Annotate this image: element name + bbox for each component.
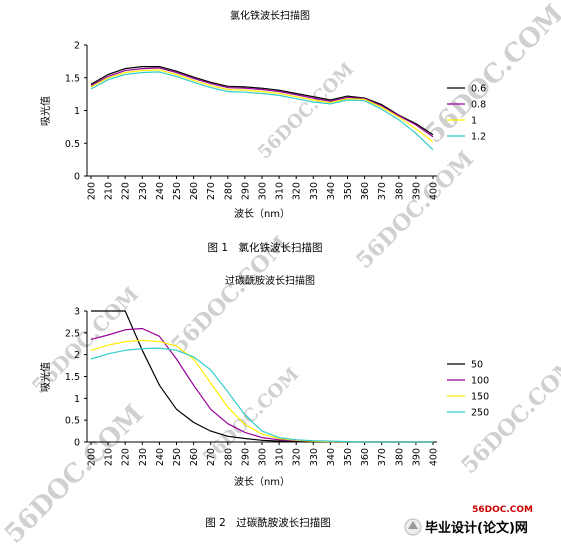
c1-x-tick-label: 220: [121, 182, 132, 200]
chart1-x-label: 波长（nm）: [234, 207, 290, 220]
chart2-legend: 50 100 150 250: [447, 360, 489, 419]
brand-logo-icon: [404, 518, 422, 536]
chart1-title: 氯化铁波长扫描图: [230, 9, 310, 22]
c1-x-tick-label: 210: [104, 182, 115, 200]
c2-x-tick-label: 350: [343, 448, 354, 466]
chart2-caption: 图 2 过碳酰胺波长扫描图: [205, 516, 331, 529]
c1-x-tick-label: 230: [138, 182, 149, 200]
c2-x-tick-label: 320: [292, 448, 303, 466]
c2-x-tick-label: 290: [240, 448, 251, 466]
c1-x-tick-label: 260: [189, 182, 200, 200]
c2-x-tick-label: 210: [104, 448, 115, 466]
chart2-y-ticks: 0 0.5 1 1.5 2 2.5 3: [65, 307, 87, 449]
c2-x-tick-label: 300: [258, 448, 269, 466]
c1-x-tick-label: 270: [206, 182, 217, 200]
c2-x-tick-label: 390: [411, 448, 422, 466]
c2-x-tick-label: 230: [138, 448, 149, 466]
chart2-y-label: 吸光值: [39, 362, 52, 392]
watermark-text: 56DOC.COM: [351, 146, 479, 274]
chart1-y-label: 吸光值: [39, 96, 52, 126]
c2-legend-label: 100: [471, 376, 489, 387]
c1-x-tick-label: 330: [309, 182, 320, 200]
chart1-x-ticks: 200 210 220 230 240 250 260 270 280 290 300 310 320 3…: [87, 176, 440, 200]
brand-name-text: 毕业设计(论文)网: [425, 520, 528, 536]
c1-legend-label: 0.8: [471, 100, 486, 111]
c1-y-tick-label: 0.5: [65, 139, 80, 150]
c2-x-tick-label: 240: [155, 448, 166, 466]
c1-x-tick-label: 290: [240, 182, 251, 200]
brand-site-text: 56DOC.COM: [472, 505, 533, 515]
c1-series-line-0.8: [90, 67, 434, 138]
site-branding: 56DOC.COM 毕业设计(论文)网: [404, 505, 533, 536]
c2-x-tick-label: 270: [206, 448, 217, 466]
c2-x-tick-label: 280: [223, 448, 234, 466]
c1-x-tick-label: 200: [87, 182, 98, 200]
c1-x-tick-label: 250: [172, 182, 183, 200]
chart2-title: 过碳酰胺波长扫描图: [225, 274, 315, 287]
c2-legend-label: 150: [471, 392, 489, 403]
c1-x-tick-label: 280: [223, 182, 234, 200]
c2-x-tick-label: 260: [189, 448, 200, 466]
chart1-legend: 0.6 0.8 1 1.2: [447, 84, 486, 143]
c2-x-tick-label: 400: [429, 448, 440, 466]
c1-x-tick-label: 360: [360, 182, 371, 200]
c2-y-tick-label: 1.5: [65, 372, 80, 383]
chart2-series: [90, 310, 433, 443]
chart1-y-ticks: 0 0.5 1 1.5 2: [65, 41, 87, 183]
c1-x-tick-label: 300: [258, 182, 269, 200]
watermark-text: 56DOC.COM: [254, 59, 358, 163]
c2-y-tick-label: 0.5: [65, 416, 80, 427]
c2-x-tick-label: 220: [121, 448, 132, 466]
c2-x-tick-label: 200: [87, 448, 98, 466]
c2-y-tick-label: 2.5: [65, 328, 80, 339]
chart1-caption: 图 1 氯化铁波长扫描图: [207, 241, 322, 254]
c1-x-tick-label: 240: [155, 182, 166, 200]
c1-x-tick-label: 310: [275, 182, 286, 200]
chart2-x-label: 波长（nm）: [234, 475, 290, 488]
c1-series-line-1.2: [90, 71, 434, 151]
c1-series-line-1: [90, 69, 434, 143]
c1-x-tick-label: 380: [394, 182, 405, 200]
c2-x-tick-label: 310: [275, 448, 286, 466]
c2-y-tick-label: 2: [74, 350, 80, 361]
chart2-x-ticks: 200 210 220 230 240 250 260 270 280 290 300 310 320 3…: [87, 442, 440, 466]
c2-series-line-250: [90, 347, 433, 443]
c1-x-tick-label: 320: [292, 182, 303, 200]
c1-legend-label: 1.2: [471, 132, 486, 143]
watermark-text: 56DOC.COM: [419, 0, 561, 150]
c2-y-tick-label: 3: [74, 307, 80, 318]
c1-y-tick-label: 1: [74, 106, 80, 117]
c1-series-line-0.6: [90, 65, 434, 136]
c1-legend-label: 0.6: [471, 84, 486, 95]
c2-x-tick-label: 380: [394, 448, 405, 466]
chart-carbamide-peroxide: 过碳酰胺波长扫描图 吸光值 0 0.5 1 1.5 2 2.5 3 200 210 220 230…: [39, 274, 489, 529]
c1-x-tick-label: 370: [377, 182, 388, 200]
c1-y-tick-label: 0: [74, 172, 80, 183]
c1-y-tick-label: 1.5: [65, 73, 80, 84]
c1-legend-label: 1: [471, 116, 477, 127]
chart1-series: [90, 65, 434, 151]
chart-ferric-chloride: 氯化铁波长扫描图 吸光值 0 0.5 1 1.5 2 200 210 220 230 240 25…: [39, 9, 486, 254]
c1-x-tick-label: 400: [429, 182, 440, 200]
c2-x-tick-label: 250: [172, 448, 183, 466]
c2-y-tick-label: 0: [74, 438, 80, 449]
c1-x-tick-label: 350: [343, 182, 354, 200]
c2-y-tick-label: 1: [74, 394, 80, 405]
c1-x-tick-label: 390: [411, 182, 422, 200]
c1-y-tick-label: 2: [74, 41, 80, 52]
c1-x-tick-label: 340: [326, 182, 337, 200]
c2-x-tick-label: 360: [360, 448, 371, 466]
c2-legend-label: 50: [471, 360, 483, 371]
c2-x-tick-label: 370: [377, 448, 388, 466]
c2-legend-label: 250: [471, 408, 489, 419]
c2-x-tick-label: 340: [326, 448, 337, 466]
c2-x-tick-label: 330: [309, 448, 320, 466]
